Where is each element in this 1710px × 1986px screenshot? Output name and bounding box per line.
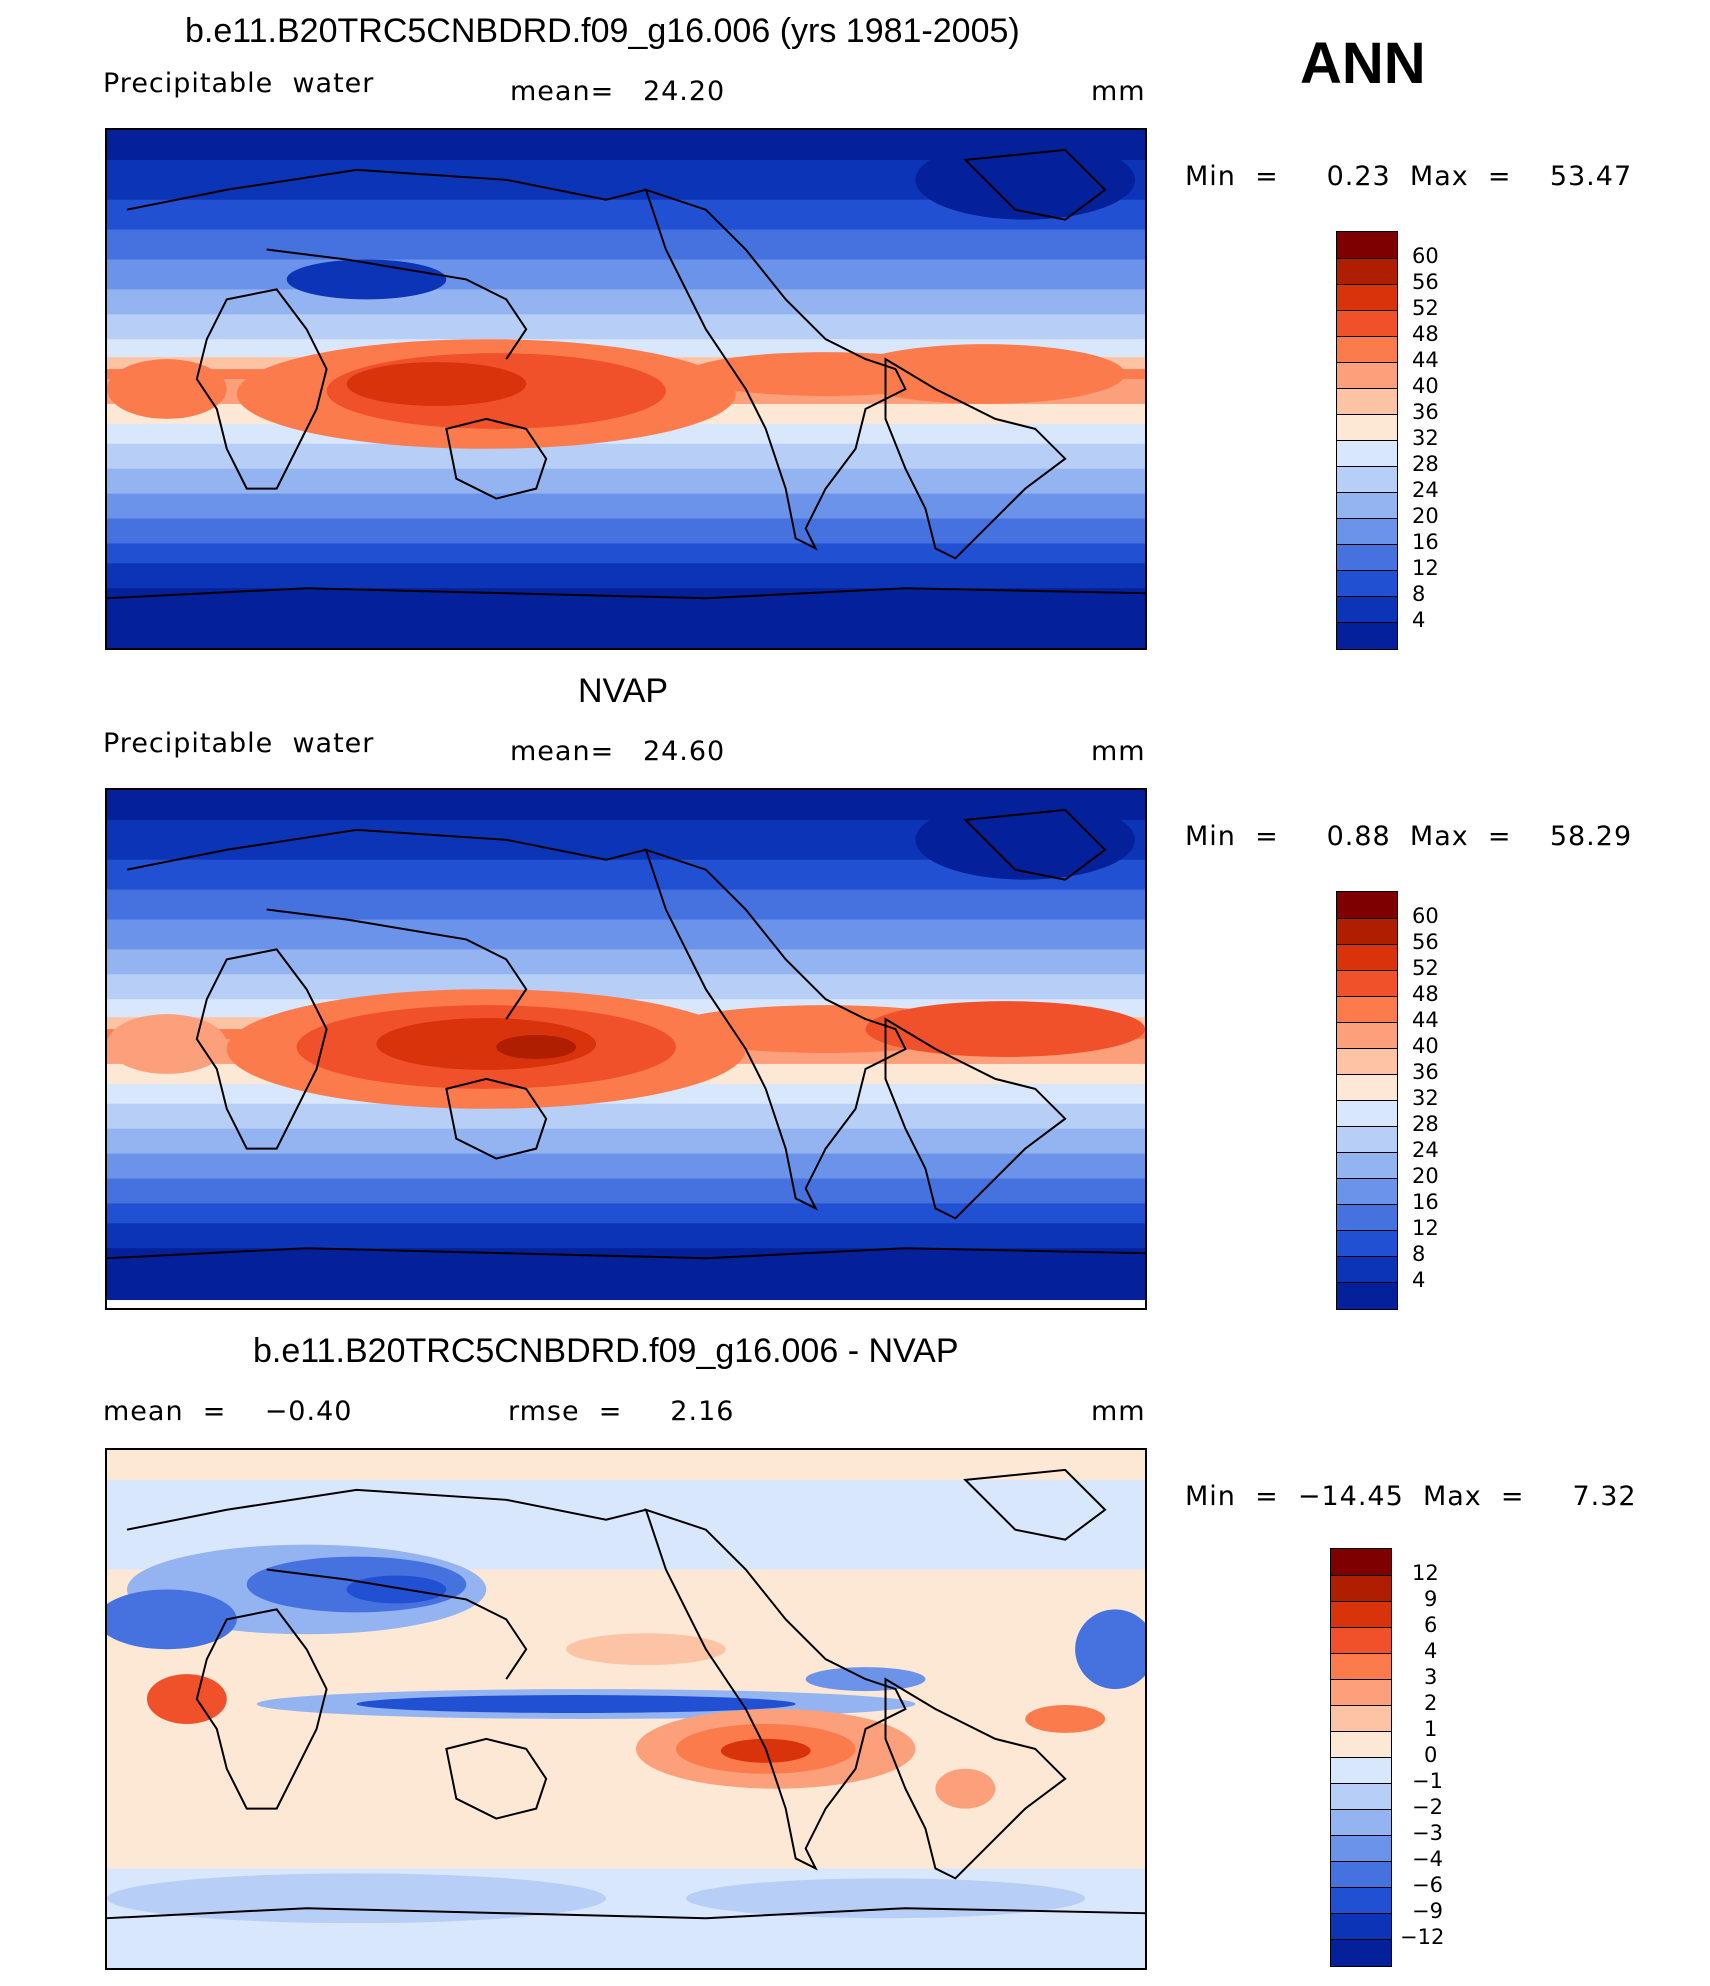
- colorbar-tick: 32: [1412, 426, 1439, 450]
- colorbar-tick: 12: [1412, 1561, 1439, 1585]
- colorbar-tick: 12: [1412, 1216, 1439, 1240]
- colorbar-tick: 40: [1412, 1034, 1439, 1058]
- colorbar-tick: 24: [1412, 478, 1439, 502]
- colorbar-tick: 16: [1412, 530, 1439, 554]
- colorbar-tick: 8: [1412, 582, 1426, 606]
- colorbar-tick: 16: [1412, 1190, 1439, 1214]
- colorbar-tick: 52: [1412, 956, 1439, 980]
- panel-3-units-label: mm: [1091, 1396, 1146, 1427]
- colorbar-tick: 4: [1412, 1268, 1426, 1292]
- panel-2-variable-label: Precipitable water: [103, 728, 375, 759]
- panel-1-map: [105, 128, 1147, 650]
- colorbar-tick: 9: [1424, 1587, 1438, 1611]
- colorbar-tick: 28: [1412, 1112, 1439, 1136]
- colorbar-tick: 0: [1424, 1743, 1438, 1767]
- colorbar-tick: −6: [1412, 1873, 1443, 1897]
- colorbar-tick: 48: [1412, 322, 1439, 346]
- colorbar-tick: 36: [1412, 400, 1439, 424]
- colorbar-tick: 4: [1424, 1639, 1438, 1663]
- panel-1-mean-label: mean= 24.20: [510, 76, 726, 107]
- panel-3-rmse-label: rmse = 2.16: [508, 1396, 735, 1427]
- colorbar-tick: −4: [1412, 1847, 1443, 1871]
- panel-3-colorbar: [1330, 1548, 1392, 1967]
- colorbar-tick: 3: [1424, 1665, 1438, 1689]
- panel-2-title: NVAP: [578, 672, 669, 710]
- panel-2-mean-label: mean= 24.60: [510, 736, 726, 767]
- colorbar-tick: 28: [1412, 452, 1439, 476]
- colorbar-tick: 60: [1412, 904, 1439, 928]
- panel-2-minmax-label: Min = 0.88 Max = 58.29: [1185, 821, 1633, 852]
- colorbar-tick: 36: [1412, 1060, 1439, 1084]
- colorbar-tick: 32: [1412, 1086, 1439, 1110]
- panel-1-minmax-label: Min = 0.23 Max = 53.47: [1185, 161, 1633, 192]
- colorbar-tick: 44: [1412, 1008, 1439, 1032]
- season-label: ANN: [1300, 31, 1426, 96]
- colorbar-tick: 60: [1412, 244, 1439, 268]
- panel-3-minmax-label: Min = −14.45 Max = 7.32: [1185, 1481, 1637, 1512]
- panel-3-map: [105, 1448, 1147, 1970]
- colorbar-tick: 24: [1412, 1138, 1439, 1162]
- panel-2-map: [105, 788, 1147, 1310]
- panel-1-units-label: mm: [1091, 76, 1146, 107]
- colorbar-tick: 4: [1412, 608, 1426, 632]
- panel-2-units-label: mm: [1091, 736, 1146, 767]
- panel-3-title: b.e11.B20TRC5CNBDRD.f09_g16.006 - NVAP: [253, 1332, 959, 1370]
- colorbar-tick: 56: [1412, 930, 1439, 954]
- panel-2-colorbar: [1336, 891, 1398, 1310]
- colorbar-tick: 1: [1424, 1717, 1438, 1741]
- colorbar-tick: −9: [1412, 1899, 1443, 1923]
- colorbar-tick: 2: [1424, 1691, 1438, 1715]
- colorbar-tick: 20: [1412, 504, 1439, 528]
- panel-1-colorbar: [1336, 231, 1398, 650]
- colorbar-tick: 44: [1412, 348, 1439, 372]
- panel-1-title: b.e11.B20TRC5CNBDRD.f09_g16.006 (yrs 198…: [185, 12, 1020, 50]
- colorbar-tick: 12: [1412, 556, 1439, 580]
- colorbar-tick: 8: [1412, 1242, 1426, 1266]
- colorbar-tick: 20: [1412, 1164, 1439, 1188]
- colorbar-tick: 48: [1412, 982, 1439, 1006]
- colorbar-tick: 40: [1412, 374, 1439, 398]
- colorbar-tick: −2: [1412, 1795, 1443, 1819]
- colorbar-tick: −3: [1412, 1821, 1443, 1845]
- colorbar-tick: 56: [1412, 270, 1439, 294]
- panel-1-variable-label: Precipitable water: [103, 68, 375, 99]
- panel-3-mean-label: mean = −0.40: [103, 1396, 353, 1427]
- colorbar-tick: 6: [1424, 1613, 1438, 1637]
- colorbar-tick: −12: [1400, 1925, 1445, 1949]
- colorbar-tick: −1: [1412, 1769, 1443, 1793]
- colorbar-tick: 52: [1412, 296, 1439, 320]
